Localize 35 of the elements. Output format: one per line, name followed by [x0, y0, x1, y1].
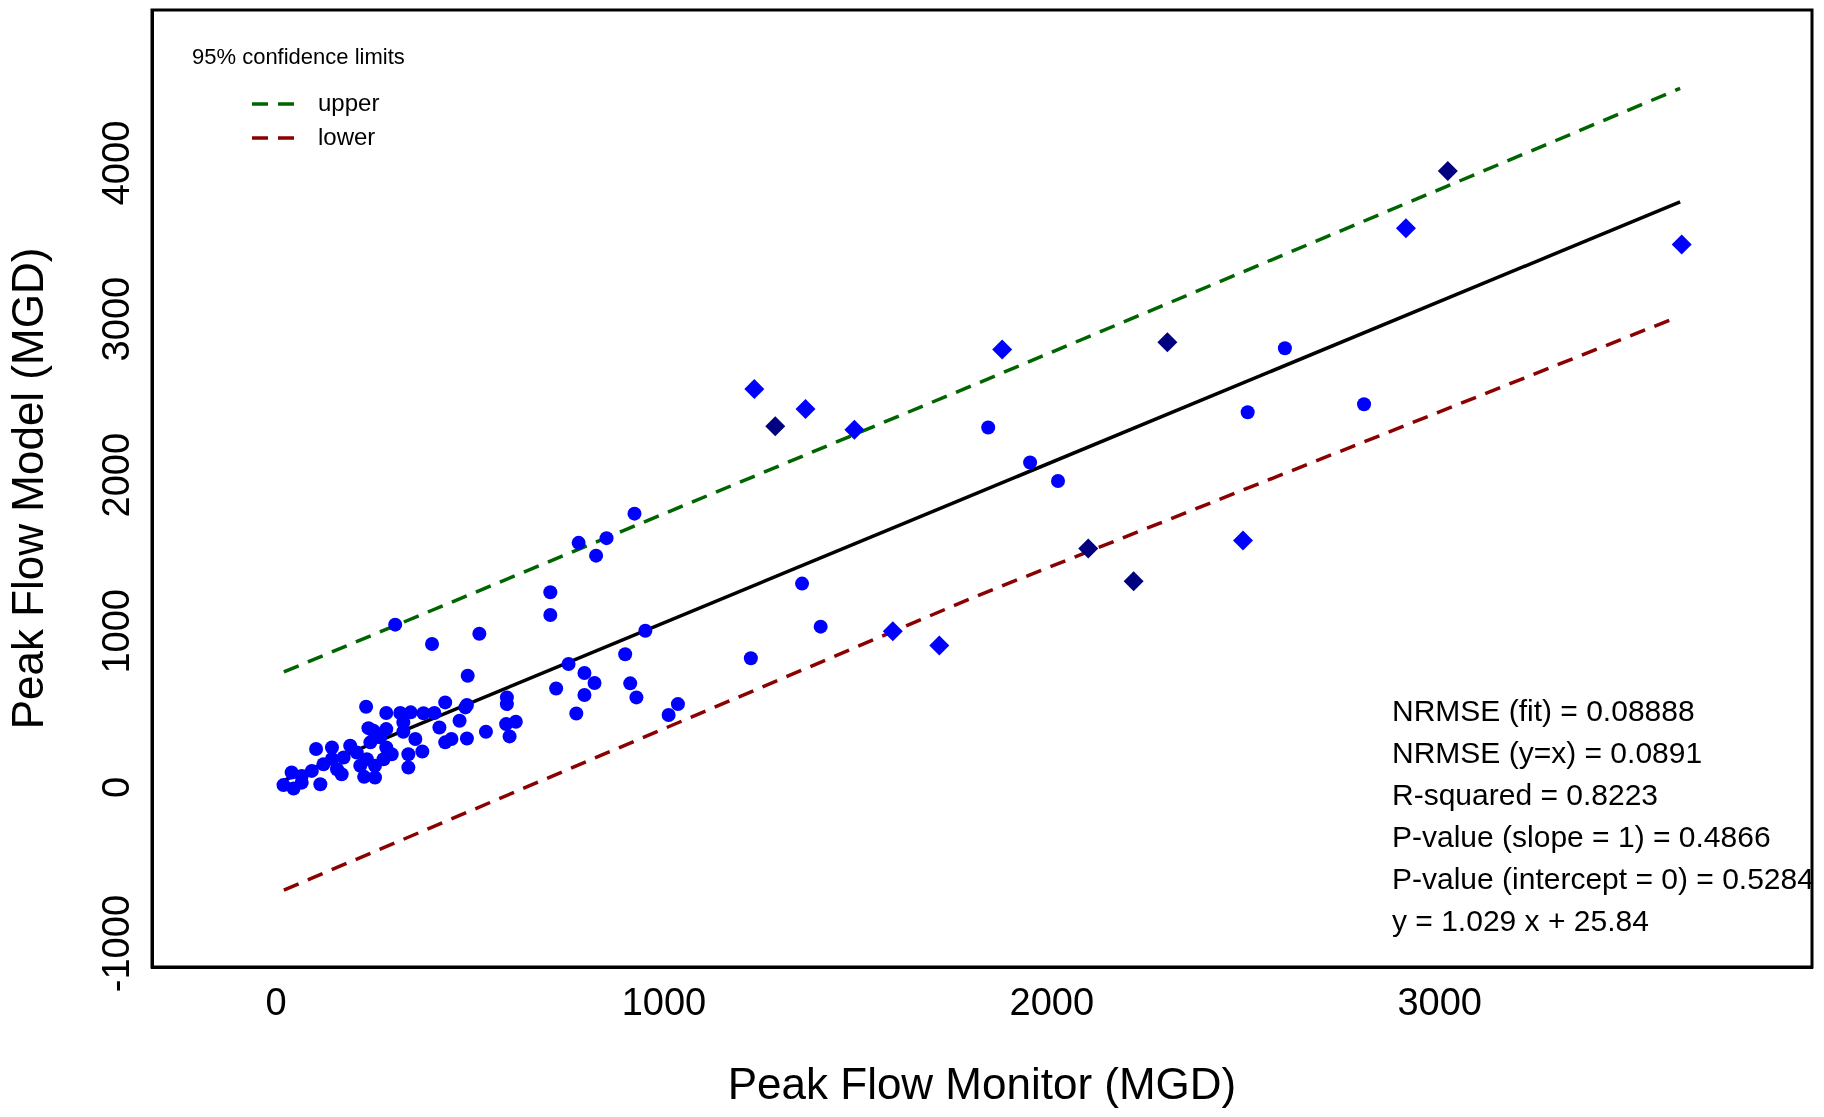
y-axis-title: Peak Flow Model (MGD) [2, 247, 52, 730]
legend-title: 95% confidence limits [192, 44, 405, 70]
point [992, 339, 1013, 360]
annotation: P-value (slope = 1) = 0.4866 [1392, 820, 1771, 854]
point [929, 635, 950, 656]
x-tick-label: 2000 [1009, 981, 1095, 1024]
legend-label: lower [318, 122, 376, 150]
legend-label: upper [318, 88, 380, 116]
point [744, 379, 765, 400]
x-tick-label: 3000 [1397, 981, 1482, 1024]
x-tick-label: 0 [265, 981, 287, 1024]
annotation: y = 1.029 x + 25.84 [1392, 904, 1649, 938]
point [795, 398, 816, 419]
point [765, 416, 786, 437]
y-tick-label: 1000 [95, 589, 138, 674]
point [882, 621, 903, 642]
point [1123, 571, 1144, 592]
y-tick-label: 3000 [95, 276, 138, 362]
point [1078, 538, 1099, 559]
point [1233, 530, 1254, 551]
annotation: R-squared = 0.8223 [1392, 778, 1659, 812]
y-tick-label: 4000 [95, 120, 138, 206]
annotation: NRMSE (y=x) = 0.0891 [1392, 736, 1703, 770]
x-tick-label: 1000 [621, 981, 707, 1024]
point [1671, 234, 1692, 255]
point [844, 419, 865, 440]
point [1157, 332, 1178, 353]
y-tick-label: 2000 [95, 432, 138, 518]
point [1437, 161, 1458, 182]
point [1395, 218, 1416, 239]
y-tick-label: 0 [95, 776, 138, 799]
annotation: P-value (intercept = 0) = 0.5284 [1392, 862, 1814, 896]
y-tick-label: -1000 [95, 894, 138, 993]
x-axis-title: Peak Flow Monitor (MGD) [727, 1058, 1237, 1108]
annotation: NRMSE (fit) = 0.08888 [1392, 694, 1695, 728]
